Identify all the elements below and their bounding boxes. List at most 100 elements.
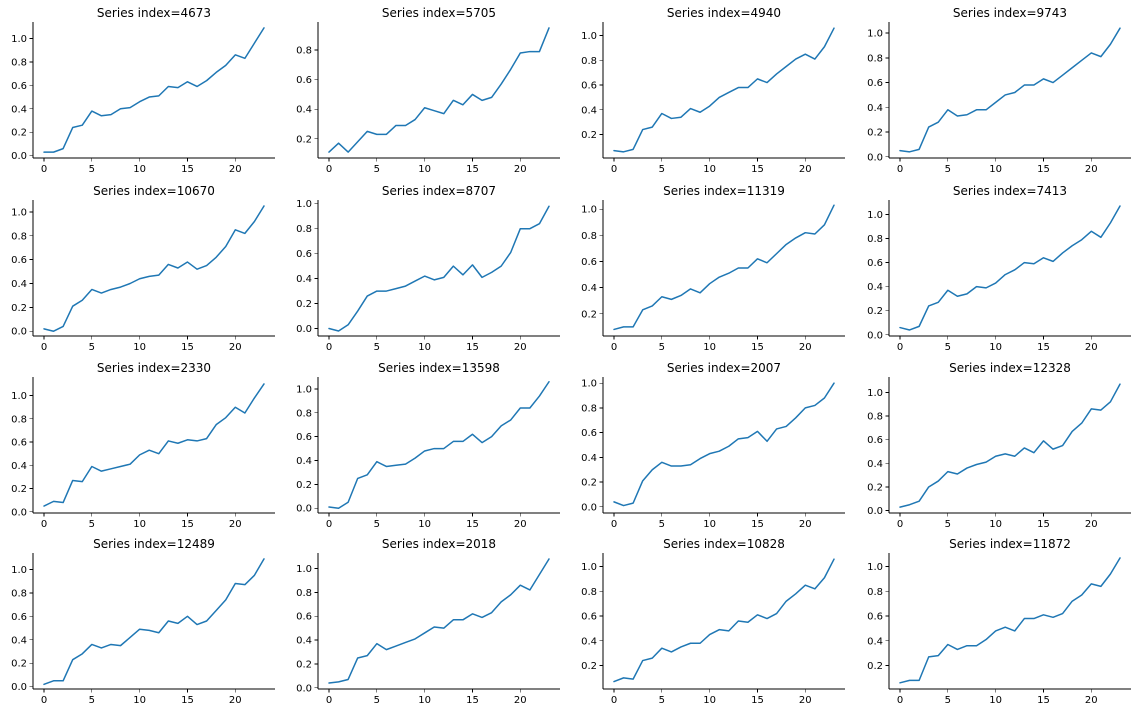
- panel-title: Series index=8707: [382, 184, 496, 198]
- panel-13: Series index=2018 0 5 10 15 20 0.0 0.2 0.4 0.6 0.8…: [296, 537, 560, 706]
- x-tick-label: 10: [703, 342, 716, 353]
- y-tick-label: 0.6: [296, 249, 312, 260]
- y-tick-label: 0.6: [867, 258, 883, 269]
- x-tick-label: 20: [229, 342, 242, 353]
- y-tick-label: 0.2: [867, 482, 883, 493]
- x-tick-label: 15: [181, 164, 194, 175]
- y-tick-label: 0.8: [867, 53, 883, 64]
- x-tick-label: 10: [989, 164, 1002, 175]
- y-tick-label: 0.0: [11, 507, 27, 518]
- y-tick-label: 0.6: [581, 428, 597, 439]
- panel-title: Series index=10670: [93, 184, 215, 198]
- panel-1: Series index=5705 0 5 10 15 20 0.2 0.4 0.6 0.8: [296, 6, 560, 175]
- y-tick-label: 0.0: [296, 683, 312, 694]
- x-tick-label: 10: [133, 519, 146, 530]
- series-line: [613, 382, 835, 507]
- y-tick-label: 0.8: [581, 587, 597, 598]
- y-tick-label: 0.2: [296, 480, 312, 491]
- x-tick-label: 15: [751, 164, 764, 175]
- y-tick-label: 0.8: [11, 588, 27, 599]
- x-tick-label: 0: [326, 342, 332, 353]
- x-tick-label: 15: [181, 695, 194, 706]
- y-tick-label: 0.6: [867, 78, 883, 89]
- x-tick-label: 20: [1085, 695, 1098, 706]
- series-line: [43, 205, 265, 332]
- y-tick-label: 1.0: [11, 207, 27, 218]
- y-tick-label: 0.4: [11, 279, 27, 290]
- y-tick-label: 1.0: [11, 391, 27, 402]
- x-tick-label: 15: [1037, 342, 1050, 353]
- panel-title: Series index=2330: [97, 361, 211, 375]
- x-tick-label: 0: [41, 342, 47, 353]
- y-tick-label: 0.8: [11, 231, 27, 242]
- x-tick-label: 20: [514, 519, 527, 530]
- panel-title: Series index=5705: [382, 6, 496, 20]
- x-tick-label: 20: [229, 164, 242, 175]
- y-tick-label: 1.0: [867, 388, 883, 399]
- y-tick-label: 1.0: [296, 564, 312, 575]
- x-tick-label: 10: [133, 164, 146, 175]
- x-tick-label: 0: [897, 695, 903, 706]
- y-tick-label: 1.0: [867, 29, 883, 40]
- y-tick-label: 1.0: [296, 199, 312, 210]
- y-tick-label: 0.8: [296, 588, 312, 599]
- y-tick-label: 0.0: [11, 682, 27, 693]
- x-tick-label: 5: [945, 519, 951, 530]
- y-tick-label: 0.4: [581, 283, 597, 294]
- x-tick-label: 10: [133, 695, 146, 706]
- series-line: [328, 558, 550, 684]
- panel-3: Series index=9743 0 5 10 15 20 0.0 0.2 0.4 0.6 0.8…: [867, 6, 1131, 175]
- y-tick-label: 0.2: [296, 659, 312, 670]
- series-line: [328, 381, 550, 509]
- y-tick-label: 0.2: [581, 661, 597, 672]
- y-tick-label: 0.6: [296, 612, 312, 623]
- x-tick-label: 10: [133, 342, 146, 353]
- y-tick-label: 0.8: [581, 56, 597, 67]
- panel-title: Series index=12489: [93, 537, 215, 551]
- x-tick-label: 20: [799, 519, 812, 530]
- y-tick-label: 1.0: [581, 562, 597, 573]
- y-tick-label: 1.0: [867, 562, 883, 573]
- y-tick-label: 0.2: [581, 309, 597, 320]
- y-tick-label: 0.2: [296, 299, 312, 310]
- x-tick-label: 15: [751, 519, 764, 530]
- series-line: [328, 205, 550, 332]
- panel-title: Series index=4940: [667, 6, 781, 20]
- y-tick-label: 0.6: [11, 612, 27, 623]
- x-tick-label: 0: [326, 519, 332, 530]
- y-tick-label: 0.0: [867, 330, 883, 341]
- y-tick-label: 0.2: [867, 128, 883, 139]
- x-tick-label: 10: [418, 695, 431, 706]
- panel-title: Series index=13598: [378, 361, 500, 375]
- x-tick-label: 0: [326, 164, 332, 175]
- y-tick-label: 0.4: [867, 636, 883, 647]
- y-tick-label: 0.4: [296, 105, 312, 116]
- panel-title: Series index=2007: [667, 361, 781, 375]
- y-tick-label: 0.8: [867, 587, 883, 598]
- series-line: [899, 27, 1121, 153]
- y-tick-label: 1.0: [296, 384, 312, 395]
- x-tick-label: 20: [514, 695, 527, 706]
- x-tick-label: 5: [89, 519, 95, 530]
- y-tick-label: 1.0: [581, 205, 597, 216]
- x-tick-label: 15: [751, 342, 764, 353]
- series-line: [899, 205, 1121, 331]
- x-tick-label: 20: [799, 342, 812, 353]
- y-tick-label: 1.0: [581, 379, 597, 390]
- y-tick-label: 0.4: [296, 456, 312, 467]
- y-tick-label: 0.2: [11, 303, 27, 314]
- x-tick-label: 15: [1037, 519, 1050, 530]
- panel-title: Series index=2018: [382, 537, 496, 551]
- series-line: [43, 27, 265, 153]
- x-tick-label: 5: [89, 164, 95, 175]
- y-tick-label: 0.4: [581, 636, 597, 647]
- panel-title: Series index=12328: [949, 361, 1071, 375]
- y-tick-label: 0.8: [581, 403, 597, 414]
- x-tick-label: 20: [229, 695, 242, 706]
- x-tick-label: 0: [41, 164, 47, 175]
- panel-10: Series index=2007 0 5 10 15 20 0.0 0.2 0.4 0.6 0.8…: [581, 361, 845, 530]
- x-tick-label: 20: [229, 519, 242, 530]
- y-tick-label: 0.6: [867, 435, 883, 446]
- panel-title: Series index=7413: [953, 184, 1067, 198]
- x-tick-label: 20: [514, 164, 527, 175]
